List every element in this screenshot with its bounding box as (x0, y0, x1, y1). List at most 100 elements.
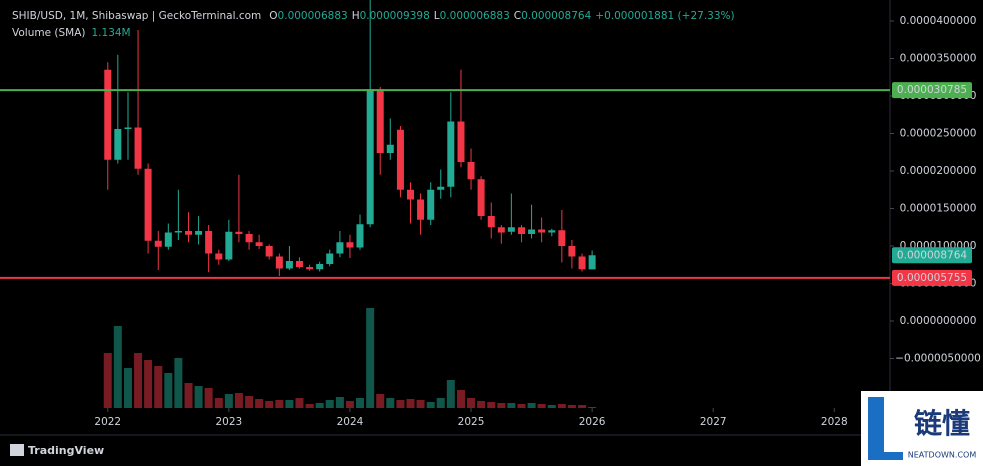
price-axis: 0.00004000000.00003500000.00003000000.00… (94, 15, 980, 428)
candle-body (507, 227, 515, 232)
volume-bar (144, 360, 153, 408)
y-tick-label: 0.0000350000 (900, 53, 977, 65)
y-tick-label: 0.0000150000 (900, 203, 977, 215)
candle-body (497, 227, 505, 233)
price-label: 0.000008764 (897, 249, 967, 261)
x-tick-label: 2023 (215, 416, 242, 428)
candle-body (255, 242, 263, 246)
candle-body (114, 129, 122, 160)
c-letter: C (514, 10, 521, 22)
title: SHIB/USD, 1M, Shibaswap | GeckoTerminal.… (12, 10, 261, 22)
candle-body (225, 231, 233, 260)
candle-body (396, 129, 404, 190)
candle-body (265, 246, 273, 257)
y-tick-label: 0.0000200000 (900, 165, 977, 177)
volume-bar (497, 403, 506, 408)
volume-bar (567, 405, 576, 408)
volume-bar (285, 400, 294, 408)
volume-bar (325, 400, 334, 408)
candle-body (174, 231, 182, 233)
candle-body (406, 189, 414, 200)
volume-bar (154, 366, 163, 408)
candle-body (185, 231, 193, 235)
candle-body (215, 253, 223, 260)
volume-bar (557, 404, 566, 408)
volume-bar (134, 353, 143, 408)
o-letter: O (269, 10, 277, 22)
volume-bar (204, 388, 213, 408)
x-tick-label: 2022 (94, 416, 121, 428)
volume-bar (345, 401, 354, 408)
volume-bar (174, 358, 183, 408)
volume-bar (255, 399, 264, 408)
volume-bar (366, 308, 375, 408)
candle-body (376, 89, 384, 153)
volume-bar (184, 383, 193, 408)
candle-body (144, 168, 152, 241)
x-tick-label: 2025 (458, 416, 485, 428)
candle-body (568, 246, 576, 257)
volume-bar (578, 405, 587, 408)
candle-body (124, 127, 132, 129)
volume-bar (547, 405, 556, 408)
volume-bar (164, 373, 173, 408)
volume-bar (487, 402, 496, 408)
candle-body (356, 224, 364, 248)
x-tick-label: 2027 (700, 416, 727, 428)
volume-bar (194, 386, 203, 408)
volume-bar (103, 353, 112, 408)
volume-bar (588, 407, 597, 408)
c-value: 0.000008764 (521, 10, 591, 22)
volume-bar (507, 403, 516, 408)
plot (0, 0, 890, 408)
candle-body (427, 189, 435, 220)
o-value: 0.000006883 (278, 10, 348, 22)
volume-title: Volume (SMA) (12, 27, 86, 39)
candle-body (366, 89, 374, 225)
candle-body (134, 127, 142, 169)
level-label-box (892, 82, 972, 99)
volume-bar (295, 398, 304, 408)
candle-body (588, 255, 596, 270)
volume-bar (416, 400, 425, 408)
candle-body (205, 231, 213, 254)
candle-body (538, 229, 546, 233)
y-tick-label: −0.0000050000 (895, 353, 981, 365)
volume-bar (245, 396, 254, 408)
volume-bar (355, 398, 364, 408)
candle-body (195, 231, 203, 235)
candle-body (295, 261, 303, 267)
volume-bar (426, 402, 435, 408)
y-tick-label: 0.0000400000 (900, 15, 977, 27)
candle-body (457, 121, 465, 162)
level-label: 0.000030785 (897, 84, 967, 96)
candle-body (437, 186, 445, 190)
volume-bar (436, 398, 445, 408)
candle-body (548, 230, 556, 233)
brand-logo (10, 444, 24, 456)
candle-body (447, 121, 455, 187)
header: SHIB/USD, 1M, Shibaswap | GeckoTerminal.… (12, 10, 735, 22)
volume-bar (386, 398, 395, 408)
change: +0.000001881 (+27.33%) (595, 10, 734, 22)
candle-body (346, 242, 354, 248)
volume-bar (315, 403, 324, 408)
volume-bar (214, 398, 223, 408)
watermark-sub: NEATDOWN.COM (908, 451, 977, 460)
volume-bar (396, 400, 405, 408)
x-tick-label: 2028 (821, 416, 848, 428)
level-label: 0.000005755 (897, 272, 967, 284)
volume-bar (113, 326, 122, 408)
volume-header: Volume (SMA) 1.134M (12, 27, 131, 39)
volume-bar (275, 400, 284, 408)
candle-body (285, 261, 293, 269)
candle-body (164, 232, 172, 247)
candle-body (417, 199, 425, 220)
candle-body (336, 242, 344, 254)
y-tick-label: 0.0000000000 (900, 315, 977, 327)
volume-bar (517, 404, 526, 408)
candle-body (275, 256, 283, 269)
volume-bar (406, 399, 415, 408)
candle-body (477, 179, 485, 216)
